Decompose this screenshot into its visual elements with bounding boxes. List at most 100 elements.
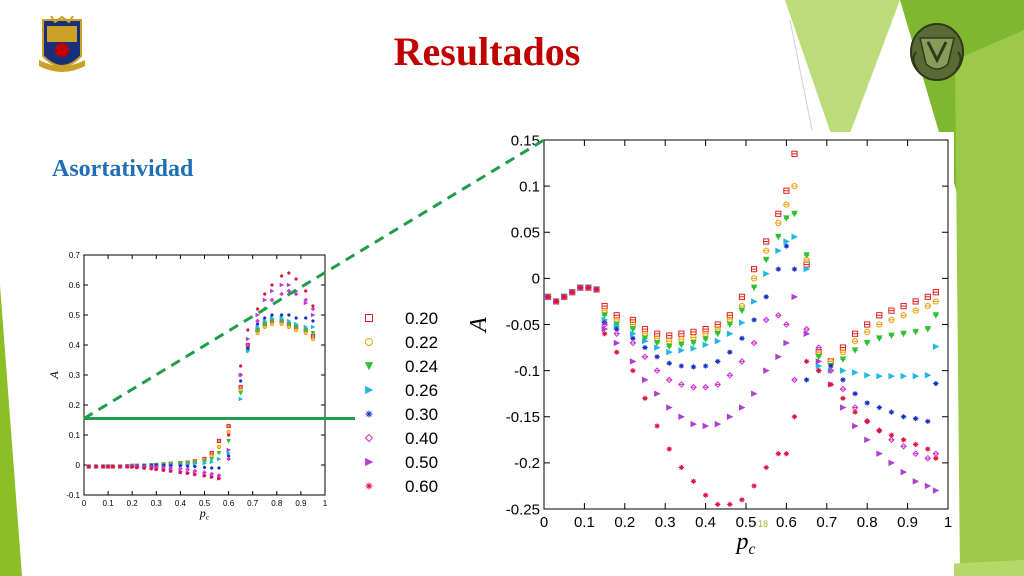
data-point xyxy=(654,354,660,360)
x-tick-label: 0.2 xyxy=(614,514,635,531)
data-point xyxy=(629,330,637,337)
data-point xyxy=(925,418,931,424)
data-point xyxy=(715,358,721,364)
x-tick-label: 0.5 xyxy=(199,499,211,508)
data-point xyxy=(280,274,284,278)
data-point xyxy=(932,343,940,350)
data-point xyxy=(702,341,710,349)
data-point xyxy=(678,363,684,369)
x-tick-label: 0.3 xyxy=(151,499,163,508)
data-point xyxy=(827,367,835,374)
data-point xyxy=(202,474,207,478)
data-point xyxy=(750,284,758,292)
x-axis-label: pc xyxy=(735,529,756,558)
data-point xyxy=(210,475,214,479)
data-point xyxy=(726,330,734,337)
decorative-line xyxy=(789,19,813,131)
data-point xyxy=(690,478,697,484)
data-point xyxy=(270,283,274,287)
data-point xyxy=(629,358,637,365)
data-point xyxy=(864,328,871,335)
data-point xyxy=(900,302,907,310)
data-point xyxy=(311,304,315,308)
y-tick-label: 0.05 xyxy=(511,225,540,242)
data-point xyxy=(715,501,721,507)
legend-label: 0.26 xyxy=(405,381,438,400)
legend-label: 0.30 xyxy=(405,405,438,424)
data-point xyxy=(839,404,847,411)
series-0.60 xyxy=(545,285,939,507)
data-point xyxy=(101,464,105,469)
data-point xyxy=(304,316,308,320)
data-point xyxy=(142,466,146,470)
data-point xyxy=(192,468,198,474)
data-point xyxy=(178,470,182,475)
data-point xyxy=(876,427,882,434)
data-point xyxy=(178,466,183,471)
data-point xyxy=(791,210,798,218)
data-point xyxy=(762,256,770,264)
data-point xyxy=(900,468,908,476)
x-tick-label: 0.8 xyxy=(271,499,283,508)
y-tick-label: 0.1 xyxy=(519,178,540,195)
legend-entry: 0.60 xyxy=(365,477,438,495)
data-point xyxy=(641,376,649,384)
data-point xyxy=(629,326,637,333)
x-tick-label: 0.2 xyxy=(127,499,139,508)
data-point xyxy=(852,369,859,376)
data-point xyxy=(864,371,871,379)
x-tick-label: 0.3 xyxy=(655,514,676,531)
data-point xyxy=(876,404,882,411)
data-point xyxy=(804,377,810,383)
data-point xyxy=(561,294,567,300)
data-point xyxy=(888,436,895,444)
y-tick-label: -0.15 xyxy=(506,409,540,426)
data-point xyxy=(727,349,733,355)
data-point xyxy=(130,465,134,469)
data-point xyxy=(775,210,782,217)
data-point xyxy=(585,285,592,291)
data-point xyxy=(888,316,895,323)
data-point xyxy=(630,335,636,341)
data-point xyxy=(209,459,215,465)
data-point xyxy=(654,390,661,397)
x-tick-label: 0.4 xyxy=(695,514,716,531)
data-point xyxy=(226,450,232,456)
legend-entry: 0.30 xyxy=(365,405,438,424)
data-point xyxy=(738,319,746,326)
data-point xyxy=(932,312,940,319)
data-point xyxy=(727,501,733,507)
x-tick-label: 1 xyxy=(944,514,952,531)
data-point xyxy=(202,459,207,464)
data-point xyxy=(913,415,919,422)
data-point xyxy=(714,420,722,428)
data-point xyxy=(666,348,673,356)
data-point xyxy=(888,307,895,314)
data-point xyxy=(178,464,182,468)
data-point xyxy=(641,353,649,361)
data-point xyxy=(739,497,745,503)
data-point xyxy=(87,464,91,469)
data-point xyxy=(912,298,919,305)
university-logo-left xyxy=(39,16,85,72)
legend-label: 0.22 xyxy=(405,333,438,352)
data-point xyxy=(629,339,637,347)
data-point xyxy=(239,379,243,383)
data-point xyxy=(726,371,734,379)
data-point xyxy=(226,456,231,462)
data-point xyxy=(666,404,673,411)
data-point xyxy=(678,381,685,388)
slide-subtitle: Asortatividad xyxy=(52,156,194,182)
data-point xyxy=(613,312,620,319)
legend-entry: 0.20 xyxy=(365,309,438,328)
data-point xyxy=(900,372,908,380)
data-point xyxy=(665,376,673,384)
x-tick-label: 0.6 xyxy=(776,514,797,531)
y-tick-label: -0.05 xyxy=(506,317,540,334)
data-point xyxy=(703,492,709,498)
data-point xyxy=(783,187,790,194)
legend-label: 0.40 xyxy=(405,429,438,448)
y-tick-label: 0.6 xyxy=(69,281,81,290)
legend-label: 0.20 xyxy=(405,309,438,328)
data-point xyxy=(933,380,939,387)
